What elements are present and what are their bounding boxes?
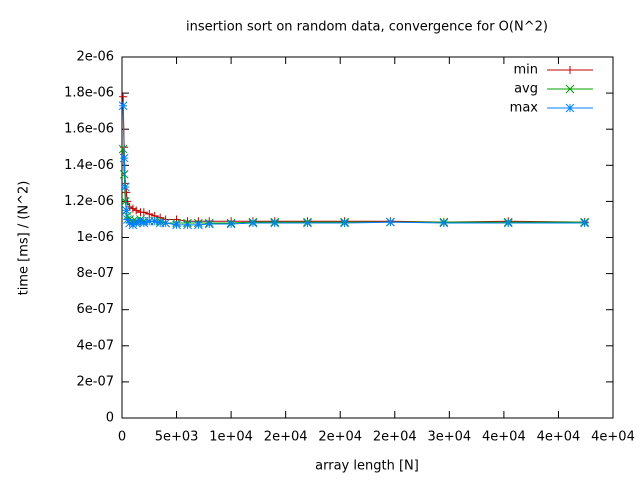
point-marker [125, 218, 134, 228]
point-marker [144, 216, 154, 226]
point-marker [120, 197, 130, 206]
point-marker [161, 218, 170, 228]
legend-marker [565, 84, 575, 94]
point-marker [194, 220, 203, 230]
point-marker [139, 208, 148, 217]
y-tick-label: 1.8e-06 [64, 86, 114, 101]
point-marker [128, 220, 138, 230]
legend-label: max [510, 101, 539, 116]
point-marker [340, 218, 349, 228]
point-marker [145, 210, 154, 219]
y-tick-label: 1.2e-06 [64, 194, 114, 209]
x-tick-label: 2e+04 [373, 430, 417, 445]
x-tick-label: 3e+04 [427, 430, 471, 445]
legend-label: min [513, 63, 538, 78]
point-marker [119, 153, 129, 163]
point-marker [439, 218, 449, 228]
x-tick-label: 0 [118, 430, 126, 445]
point-marker [120, 182, 130, 192]
x-tick-label: 1e+04 [209, 430, 253, 445]
x-tick-label: 4e+04 [482, 430, 526, 445]
point-marker [123, 215, 132, 224]
y-tick-label: 6e-07 [76, 302, 114, 317]
legend-marker [566, 66, 574, 74]
point-marker [122, 188, 131, 197]
point-marker [118, 101, 128, 111]
point-marker [119, 169, 129, 179]
point-marker [580, 218, 589, 228]
legend-marker [565, 103, 575, 113]
y-tick-label: 0 [106, 411, 114, 426]
point-marker [248, 218, 258, 228]
point-marker [204, 219, 214, 229]
y-tick-label: 1.6e-06 [64, 122, 114, 137]
point-marker [128, 204, 137, 213]
x-tick-label: 2e+04 [318, 430, 362, 445]
point-marker [226, 219, 236, 229]
point-marker [270, 218, 280, 228]
point-marker [503, 218, 513, 228]
point-marker [122, 206, 131, 215]
x-tick-label: 4e+04 [591, 430, 635, 445]
x-tick-label: 2e+04 [264, 430, 308, 445]
y-tick-label: 2e-07 [76, 374, 114, 389]
chart-title: insertion sort on random data, convergen… [186, 20, 548, 35]
point-marker [386, 217, 395, 227]
y-tick-label: 4e-07 [76, 338, 114, 353]
y-axis-label: time [ms] / (N^2) [17, 181, 32, 296]
point-marker [132, 206, 141, 215]
point-marker [136, 216, 145, 226]
point-marker [172, 220, 181, 230]
point-marker [118, 144, 128, 154]
y-tick-label: 1.4e-06 [64, 158, 114, 173]
point-marker [139, 218, 149, 228]
point-marker [155, 218, 165, 228]
point-marker [303, 218, 312, 228]
x-axis-label: array length [N] [315, 459, 419, 474]
x-tick-label: 4e+04 [537, 430, 581, 445]
y-tick-label: 2e-06 [76, 50, 114, 65]
point-marker [150, 216, 160, 226]
legend-label: avg [514, 82, 538, 97]
y-tick-label: 1e-06 [76, 230, 114, 245]
point-marker [119, 92, 128, 101]
y-tick-label: 8e-07 [76, 266, 114, 281]
point-marker [131, 218, 141, 228]
x-tick-label: 5e+03 [155, 430, 199, 445]
point-marker [183, 220, 192, 230]
